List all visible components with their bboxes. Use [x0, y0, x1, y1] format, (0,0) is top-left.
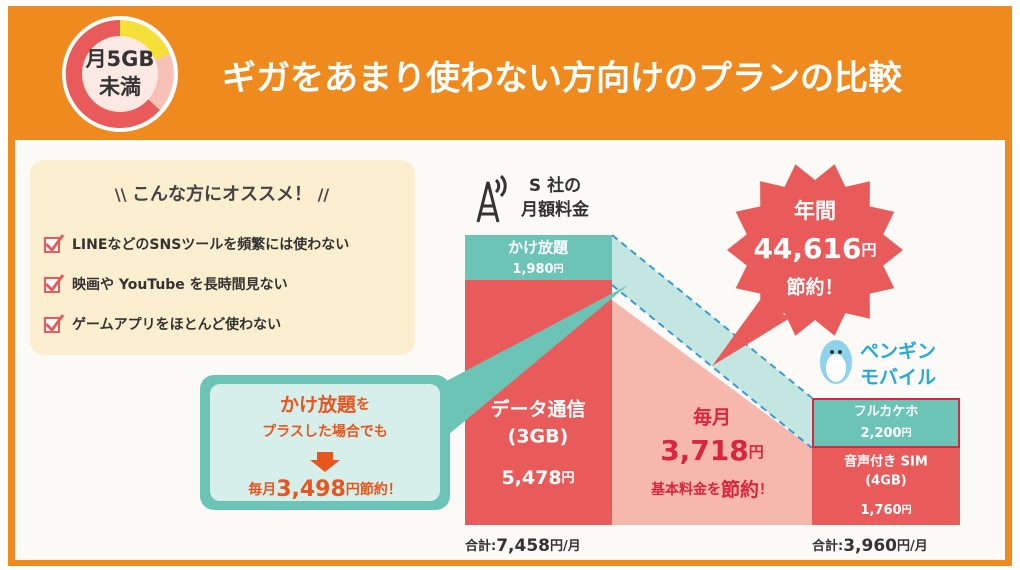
segment-size: (4GB): [865, 474, 907, 489]
sim-segment: [812, 448, 960, 525]
segment-name: データ通信: [490, 398, 585, 421]
amount: 3,718: [660, 434, 749, 467]
callout-text: を: [356, 397, 370, 413]
callout-tail: [420, 285, 628, 450]
logo-text: ペンギン: [860, 341, 936, 363]
unit: 円: [902, 427, 912, 439]
unit: 円: [562, 471, 575, 486]
plan-label: 月額料金: [520, 199, 590, 220]
unit: 円: [554, 263, 564, 275]
recommend-item: 映画や YouTube を長時間見ない: [72, 276, 288, 293]
segment-amount: 2,200円: [860, 426, 911, 441]
callout-emphasis: かけ放題: [280, 393, 357, 416]
recommend-item: LINEなどのSNSツールを頻繁には使わない: [72, 236, 349, 253]
segment-name: 音声付き SIM: [844, 454, 928, 470]
recommend-box: [30, 160, 415, 355]
call-segment: [465, 235, 612, 280]
callout-line: プラスした場合でも: [262, 423, 388, 440]
segment-name: かけ放題: [508, 239, 569, 257]
unit: 円: [862, 241, 877, 259]
connector-band: [612, 235, 812, 448]
title: ギガをあまり使わない方向けのプランの比較: [222, 59, 903, 99]
amount: 5,478: [501, 467, 561, 489]
amount: 1,760: [860, 503, 901, 518]
amount: 44,616: [753, 232, 861, 265]
annual-amount: 44,616円: [753, 232, 876, 265]
deco: //: [312, 185, 329, 204]
antenna-icon: [476, 174, 507, 223]
saving-prefix: 毎月: [693, 406, 731, 429]
annual-suffix: 節約！: [786, 276, 843, 299]
penguin-icon: [820, 340, 852, 384]
check-mark: [44, 314, 65, 333]
check-mark: [44, 234, 65, 253]
badge-text: 月5GB: [85, 47, 155, 71]
callout-inner: [210, 384, 440, 501]
logo-text: モバイル: [860, 367, 936, 389]
arrow-down: [310, 452, 340, 472]
total-prefix: 合計:: [465, 538, 496, 554]
plan-label: S 社の: [529, 175, 581, 196]
recommend-item: ゲームアプリをほとんど使わない: [72, 316, 281, 333]
callout-line: 毎月3,498円節約！: [248, 477, 402, 502]
saving-amount: 3,718円: [660, 434, 764, 467]
callout-text: 毎月: [248, 481, 276, 498]
unit: 円: [749, 443, 764, 461]
data-segment: [465, 280, 612, 525]
unit: 円: [902, 504, 912, 516]
note: 基本料金を: [651, 481, 721, 498]
burst: [727, 164, 903, 336]
check-mark: [44, 274, 65, 293]
callout-text: 節約！: [360, 481, 402, 498]
segment-name: フルカケホ: [854, 405, 919, 420]
segment-amount: 1,760円: [860, 503, 911, 518]
segment-amount: 1,980円: [512, 262, 563, 277]
badge-inner: [82, 36, 158, 112]
amount: 1,980: [512, 262, 553, 277]
total-prefix: 合計:: [812, 538, 843, 554]
segment-size: (3GB): [508, 426, 569, 448]
saving-note: 基本料金を節約！: [651, 478, 773, 501]
total-unit: 円/月: [550, 539, 581, 554]
burst-tail: [712, 300, 790, 366]
amount: 2,200: [860, 426, 901, 441]
segment-amount: 5,478円: [501, 467, 574, 489]
deco: \\: [115, 185, 132, 204]
total-unit: 円/月: [897, 539, 928, 554]
recommend-title: \\ こんな方にオススメ！ //: [115, 183, 330, 205]
total-amount: 7,458: [496, 536, 550, 556]
callout-amount: 3,498: [276, 477, 346, 502]
total-amount: 3,960: [843, 536, 897, 556]
badge-text: 未満: [99, 75, 141, 99]
total: 合計:7,458円/月: [465, 536, 581, 556]
total: 合計:3,960円/月: [812, 536, 928, 556]
annual-prefix: 年間: [794, 199, 836, 223]
saving-area: [612, 300, 812, 525]
callout-line: かけ放題を: [280, 393, 370, 416]
recommend-title-text: こんな方にオススメ！: [132, 183, 312, 205]
note-emphasis: 節約: [721, 478, 759, 501]
callout-text: 円: [346, 482, 360, 498]
call-segment: [812, 398, 960, 448]
note: ！: [759, 482, 773, 498]
